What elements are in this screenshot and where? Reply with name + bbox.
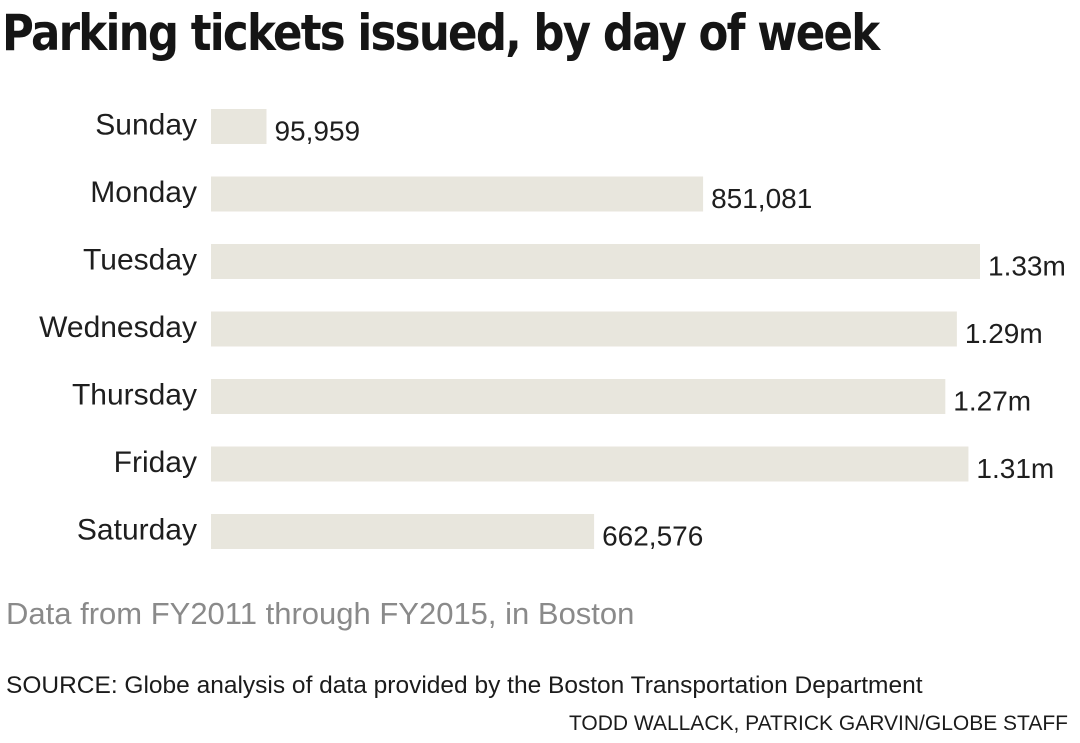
category-label: Wednesday — [39, 311, 197, 344]
value-label: 95,959 — [274, 116, 360, 147]
bar — [211, 514, 595, 549]
chart-title: Parking tickets issued, by day of week — [2, 4, 880, 62]
bar — [211, 176, 704, 212]
bar — [211, 379, 946, 414]
bar — [211, 446, 969, 482]
data-note: Data from FY2011 through FY2015, in Bost… — [6, 596, 635, 631]
value-label: 662,576 — [602, 521, 703, 552]
value-label: 1.31m — [976, 453, 1054, 484]
value-label: 851,081 — [711, 183, 812, 214]
category-label: Monday — [90, 176, 197, 209]
category-label: Tuesday — [83, 244, 197, 277]
value-label: 1.33m — [988, 251, 1066, 282]
credit-line: TODD WALLACK, PATRICK GARVIN/GLOBE STAFF — [568, 712, 1068, 735]
bar-chart: Sunday 95,959 Monday 851,081 Tuesday 1.33m Wed… — [39, 109, 1066, 552]
bar — [211, 244, 980, 279]
category-label: Sunday — [95, 109, 197, 142]
source-line: SOURCE: Globe analysis of data provided … — [6, 672, 923, 699]
category-label: Saturday — [77, 514, 197, 547]
bar — [211, 109, 267, 144]
bar — [211, 311, 957, 347]
value-label: 1.27m — [953, 386, 1031, 417]
category-label: Friday — [114, 446, 197, 479]
category-label: Thursday — [72, 379, 197, 412]
value-label: 1.29m — [965, 318, 1043, 349]
